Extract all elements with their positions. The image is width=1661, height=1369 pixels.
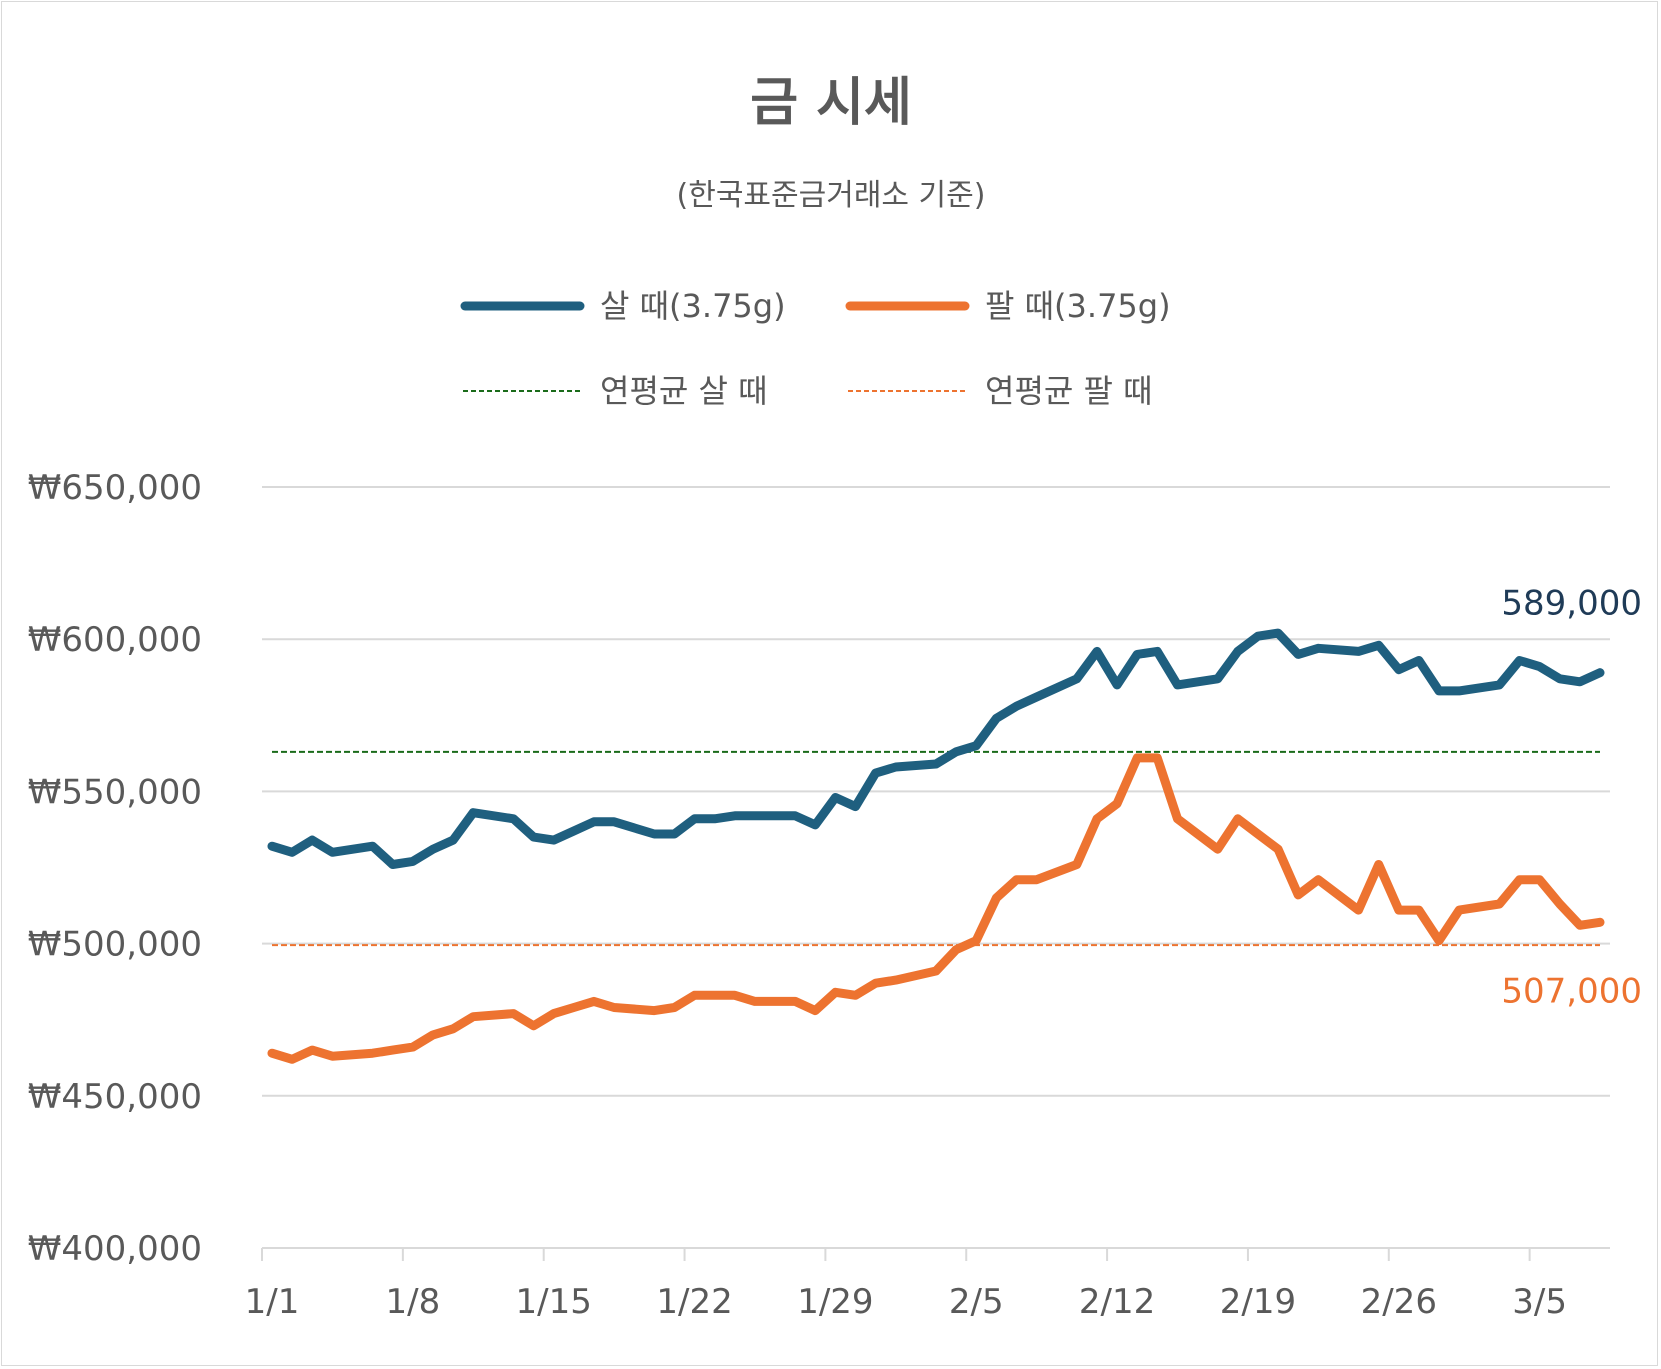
- average-lines: [272, 750, 1600, 947]
- chart-subtitle: (한국표준금거래소 기준): [677, 178, 986, 213]
- gridlines: [262, 486, 1610, 1097]
- legend-label-avg-sell: 연평균 팔 때: [985, 372, 1153, 410]
- x-tick-label: 1/29: [797, 1282, 873, 1322]
- sell-end-label: 507,000: [1501, 971, 1642, 1011]
- series-lines: [267, 628, 1605, 1064]
- x-tick-label: 1/22: [656, 1282, 732, 1322]
- legend: 살 때(3.75g) 팔 때(3.75g) 연평균 살 때 연평균 팔 때: [460, 287, 1171, 410]
- y-tick-label: ₩400,000: [28, 1229, 202, 1269]
- x-tick-label: 3/5: [1512, 1282, 1567, 1322]
- x-tick-label: 2/12: [1079, 1282, 1155, 1322]
- y-tick-label: ₩650,000: [28, 468, 202, 508]
- chart-title: 금 시세: [750, 73, 912, 133]
- x-axis: 1/1 1/8 1/15 1/22 1/29 2/5 2/12 2/19 2/26 3/5: [245, 1247, 1610, 1322]
- x-tick-label: 1/8: [385, 1282, 440, 1322]
- y-tick-label: ₩450,000: [28, 1077, 202, 1117]
- end-labels: 589,000 507,000: [1501, 584, 1642, 1012]
- x-tick-label: 1/15: [516, 1282, 592, 1322]
- sell-price-line: [267, 753, 1605, 1064]
- x-tick-label: 1/1: [245, 1282, 300, 1322]
- buy-price-line: [267, 628, 1605, 869]
- legend-label-avg-buy: 연평균 살 때: [600, 372, 768, 410]
- legend-label-buy: 살 때(3.75g): [600, 287, 786, 325]
- x-tick-label: 2/26: [1361, 1282, 1437, 1322]
- y-axis-ticks: ₩400,000 ₩450,000 ₩500,000 ₩550,000 ₩600,000…: [28, 468, 202, 1269]
- buy-end-label: 589,000: [1501, 584, 1642, 624]
- x-tick-label: 2/19: [1220, 1282, 1296, 1322]
- x-tick-label: 2/5: [949, 1282, 1004, 1322]
- y-tick-label: ₩550,000: [28, 772, 202, 812]
- y-tick-label: ₩500,000: [28, 925, 202, 965]
- legend-label-sell: 팔 때(3.75g): [985, 287, 1171, 325]
- y-tick-label: ₩600,000: [28, 620, 202, 660]
